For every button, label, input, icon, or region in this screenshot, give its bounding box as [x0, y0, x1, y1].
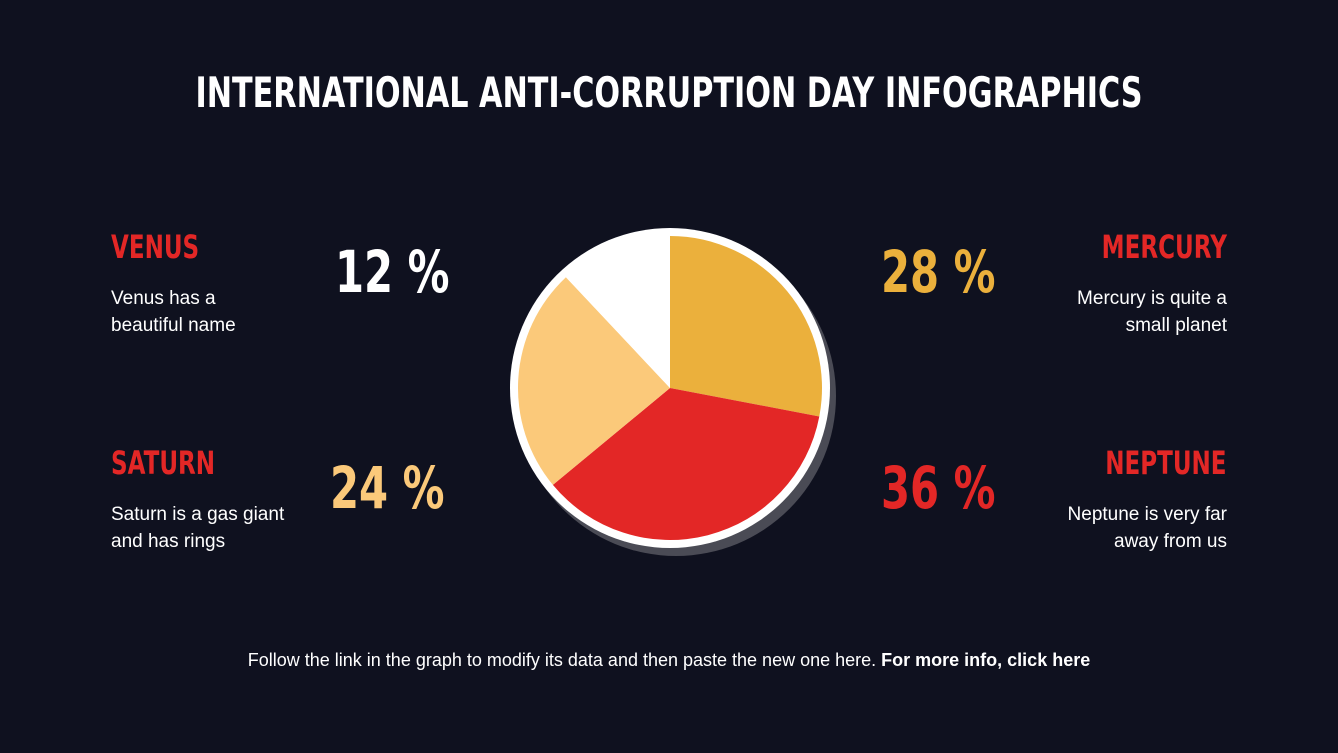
chart-title: INTERNATIONAL ANTI-CORRUPTION DAY INFOGR…: [195, 68, 1143, 117]
pie-slice: [552, 388, 820, 540]
category-name: VENUS: [111, 228, 200, 266]
category-name: SATURN: [111, 444, 216, 482]
pie-slice: [517, 277, 670, 485]
value-label: 36 %: [881, 454, 996, 522]
footer: Follow the link in the graph to modify i…: [0, 650, 1338, 671]
pie-slice: [565, 236, 670, 388]
footer-text: Follow the link in the graph to modify i…: [247, 650, 877, 670]
category-name: MERCURY: [1101, 228, 1227, 266]
pie-slice: [670, 236, 822, 417]
category-description: Mercury is quite a small planet: [1077, 288, 1227, 336]
value-label: 24 %: [330, 454, 445, 522]
category-name: NEPTUNE: [1105, 444, 1227, 482]
value-label: 28 %: [881, 238, 996, 306]
category-description: Saturn is a gas giant and has rings: [111, 504, 285, 552]
info-link[interactable]: For more info, click here: [881, 650, 1091, 670]
category-description: Neptune is very far away from us: [1067, 504, 1227, 552]
category-description: Venus has a beautiful name: [111, 288, 236, 336]
value-label: 12 %: [335, 238, 450, 306]
